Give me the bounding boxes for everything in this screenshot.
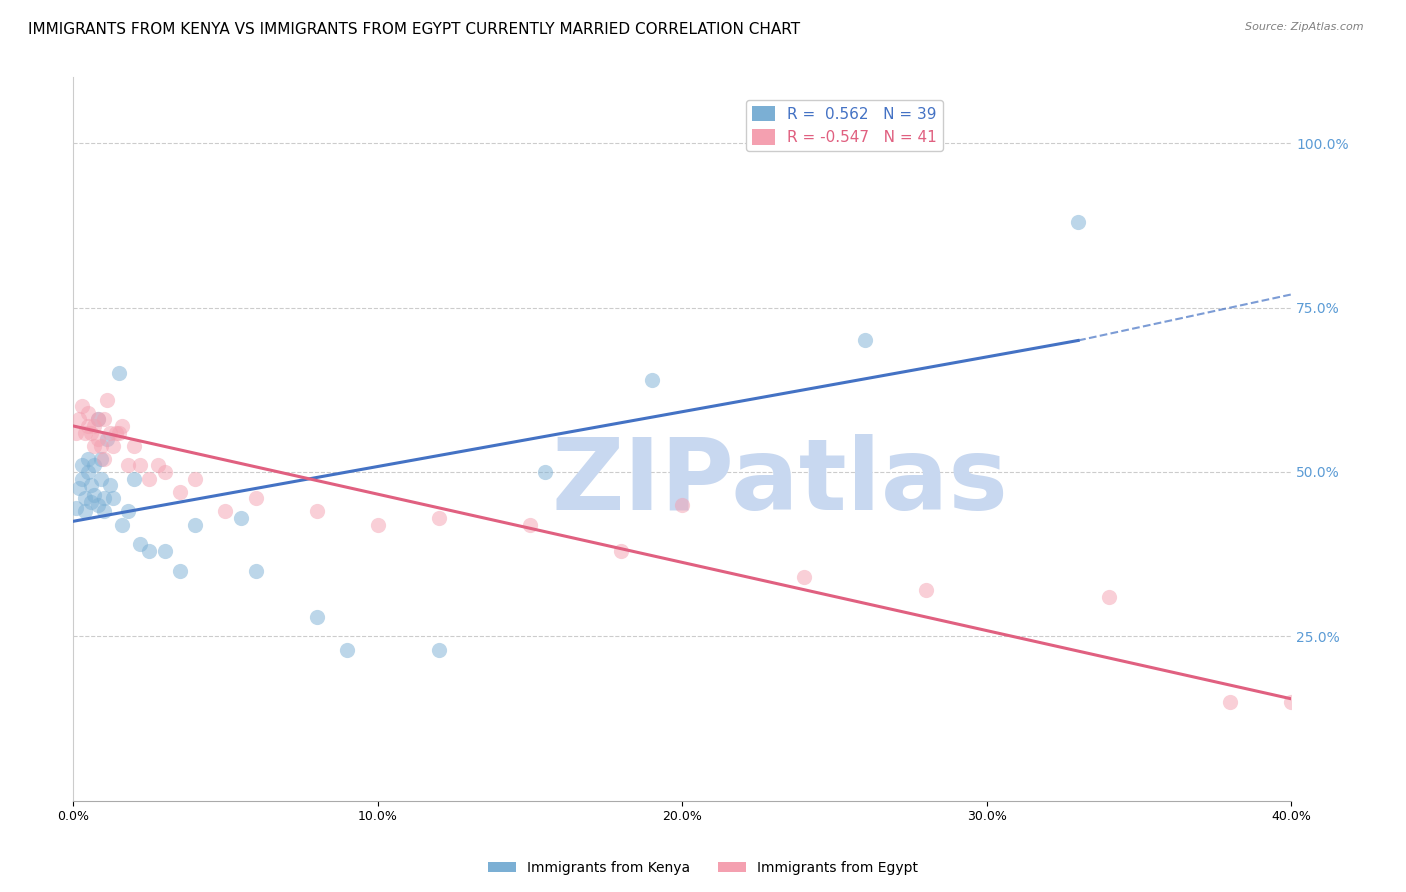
Point [93,504,115,518]
Point [98,478,121,492]
Text: IMMIGRANTS FROM KENYA VS IMMIGRANTS FROM EGYPT CURRENTLY MARRIED CORRELATION CHA: IMMIGRANTS FROM KENYA VS IMMIGRANTS FROM… [28,22,800,37]
Point [72,471,94,485]
Point [129,537,152,551]
Point [90,451,112,466]
Point [111,517,134,532]
Point [117,458,139,473]
Text: Source: ZipAtlas.com: Source: ZipAtlas.com [1246,22,1364,32]
Point [83,458,105,473]
Point [245,491,267,506]
Point [427,511,450,525]
Point [184,517,207,532]
Point [98,425,121,440]
Point [122,439,145,453]
Point [915,583,938,598]
Point [80,494,103,508]
Point [80,425,103,440]
Point [427,642,450,657]
Point [86,498,108,512]
Point [169,564,191,578]
Point [93,451,115,466]
Point [122,471,145,485]
Point [67,482,90,496]
Point [101,439,124,453]
Point [93,412,115,426]
Point [138,544,160,558]
Point [72,399,94,413]
Point [519,517,541,532]
Point [86,412,108,426]
Point [336,642,359,657]
Point [129,458,152,473]
Point [1219,695,1241,709]
Point [111,419,134,434]
Point [83,439,105,453]
Point [117,504,139,518]
Point [90,439,112,453]
Point [96,392,118,407]
Point [96,432,118,446]
Point [1097,590,1119,604]
Point [90,471,112,485]
Point [77,419,100,434]
Point [305,504,328,518]
Point [153,544,176,558]
Point [65,501,87,516]
Point [671,498,693,512]
Point [75,491,97,506]
Point [77,406,100,420]
Point [1067,215,1090,229]
Point [77,451,100,466]
Point [1279,695,1302,709]
Point [83,419,105,434]
Point [793,570,815,584]
Point [101,491,124,506]
Legend: R =  0.562   N = 39, R = -0.547   N = 41: R = 0.562 N = 39, R = -0.547 N = 41 [745,100,942,152]
Point [104,425,127,440]
Point [75,504,97,518]
Point [229,511,252,525]
Point [108,425,131,440]
Point [80,478,103,492]
Point [108,367,131,381]
Point [86,432,108,446]
Point [367,517,389,532]
Legend: Immigrants from Kenya, Immigrants from Egypt: Immigrants from Kenya, Immigrants from E… [482,855,924,880]
Point [138,471,160,485]
Point [853,334,876,348]
Point [148,458,170,473]
Point [93,491,115,506]
Point [83,488,105,502]
Point [67,412,90,426]
Point [75,425,97,440]
Point [169,484,191,499]
Point [641,373,664,387]
Point [534,465,557,479]
Point [65,425,87,440]
Point [305,609,328,624]
Point [153,465,176,479]
Point [72,458,94,473]
Point [610,544,633,558]
Point [214,504,236,518]
Point [77,465,100,479]
Text: ZIPatlas: ZIPatlas [551,434,1008,531]
Point [245,564,267,578]
Point [86,412,108,426]
Point [184,471,207,485]
